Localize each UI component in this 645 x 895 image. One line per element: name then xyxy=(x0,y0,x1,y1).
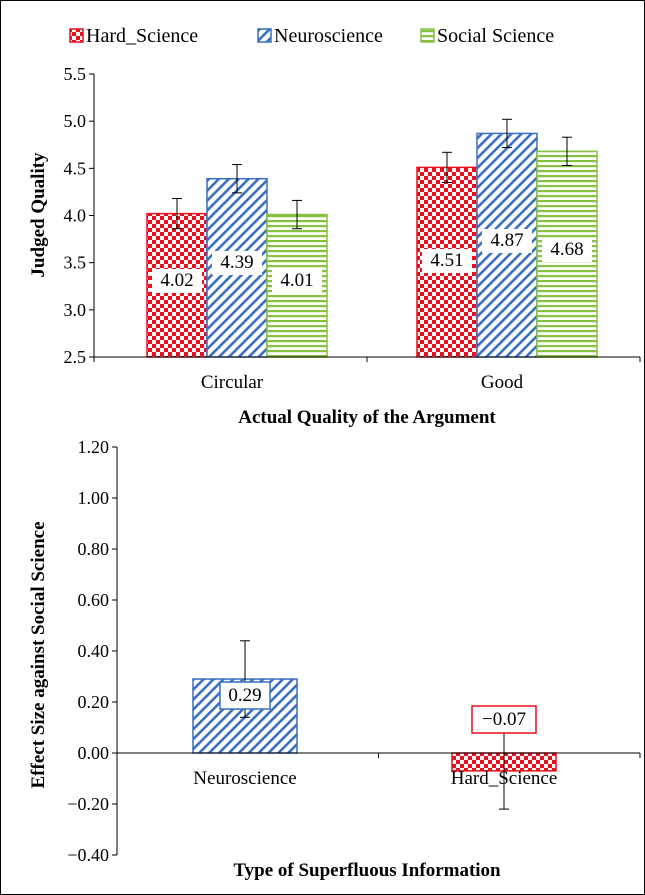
chart2-y-axis-title: Effect Size against Social Science xyxy=(28,521,49,788)
chart1-error-bar-neuroscience-circular xyxy=(232,164,242,194)
chart1-category-label-circular: Circular xyxy=(201,372,264,393)
svg-text:4.87: 4.87 xyxy=(490,230,523,251)
chart1-x-axis-title: Actual Quality of the Argument xyxy=(238,407,496,428)
chart1-y-tick-label: 5.0 xyxy=(64,111,87,131)
chart1-y-tick-label: 4.0 xyxy=(64,206,87,226)
chart2-data-label-hard-science: −0.07 xyxy=(471,705,537,734)
legend-label-hard-science: Hard_Science xyxy=(86,25,198,47)
chart1-error-bar-neuroscience-good xyxy=(502,118,512,149)
svg-text:4.01: 4.01 xyxy=(280,270,313,291)
chart1-error-bar-hard-science-good xyxy=(442,151,452,183)
chart2-data-label-neuroscience: 0.29 xyxy=(219,681,271,710)
chart2-data-labels: 0.29 −0.07 xyxy=(219,681,537,734)
svg-text:4.02: 4.02 xyxy=(160,270,193,291)
chart1-y-ticks: 2.5 3.0 3.5 4.0 4.5 5.0 5.5 xyxy=(64,64,641,367)
chart2-x-axis-title: Type of Superfluous Information xyxy=(233,860,501,881)
chart2-y-tick-label: 0.20 xyxy=(78,692,110,712)
chart2-y-tick-label: 1.00 xyxy=(78,488,110,508)
chart1-data-label-neuroscience-good: 4.87 xyxy=(482,229,532,253)
legend-label-social-science: Social Science xyxy=(437,25,554,47)
chart1-data-label-social-science-good: 4.68 xyxy=(542,238,592,262)
legend: Hard_Science Neuroscience Social Science xyxy=(69,25,554,47)
svg-text:4.68: 4.68 xyxy=(550,239,583,260)
chart1-y-tick-label: 3.0 xyxy=(64,300,87,320)
legend-swatch-social-science xyxy=(420,28,435,43)
legend-swatch-neuroscience xyxy=(257,28,272,43)
chart2-y-tick-label: 0.80 xyxy=(78,539,110,559)
chart1-y-tick-label: 2.5 xyxy=(64,347,87,367)
chart1-category-label-good: Good xyxy=(481,372,524,393)
chart2-y-tick-label: −0.40 xyxy=(67,845,109,865)
chart1-data-label-neuroscience-circular: 4.39 xyxy=(212,251,262,275)
chart1-y-axis-title: Judged Quality xyxy=(28,152,49,278)
chart2-category-labels: Neuroscience Hard_Science xyxy=(193,768,557,789)
chart2-y-tick-label: 1.20 xyxy=(78,437,110,457)
svg-text:4.39: 4.39 xyxy=(220,252,253,273)
chart2-category-label-hard-science: Hard_Science xyxy=(451,768,558,789)
chart1-data-label-hard-science-circular: 4.02 xyxy=(152,269,202,293)
chart1-error-bar-hard-science-circular xyxy=(172,198,182,230)
svg-text:0.29: 0.29 xyxy=(228,685,261,706)
svg-text:4.51: 4.51 xyxy=(430,250,463,271)
legend-label-neuroscience: Neuroscience xyxy=(274,25,383,47)
chart2-y-ticks: −0.40 −0.20 0.00 0.20 0.40 0.60 0.80 1.00 1.20 xyxy=(67,437,641,865)
legend-entry-neuroscience: Neuroscience xyxy=(257,25,383,47)
chart2-y-tick-label: 0.40 xyxy=(78,641,110,661)
chart1-error-bar-social-science-good xyxy=(562,136,572,167)
chart2-y-tick-label: −0.20 xyxy=(67,794,109,814)
chart1-data-label-hard-science-good: 4.51 xyxy=(422,249,472,273)
chart2-y-tick-label: 0.60 xyxy=(78,590,110,610)
svg-text:−0.07: −0.07 xyxy=(482,709,526,730)
chart1-y-tick-label: 4.5 xyxy=(64,158,87,178)
chart1-category-labels: Circular Good xyxy=(201,372,524,393)
chart1-y-tick-label: 5.5 xyxy=(64,64,87,84)
chart1-error-bar-social-science-circular xyxy=(292,199,302,230)
legend-entry-social-science: Social Science xyxy=(420,25,554,47)
legend-swatch-hard-science xyxy=(69,28,84,43)
legend-entry-hard-science: Hard_Science xyxy=(69,25,198,47)
chart1-y-tick-label: 3.5 xyxy=(64,253,87,273)
chart1-error-bars xyxy=(172,118,572,230)
chart1-data-label-social-science-circular: 4.01 xyxy=(272,269,322,293)
chart2-category-label-neuroscience: Neuroscience xyxy=(193,768,296,789)
chart2-y-tick-label: 0.00 xyxy=(78,743,110,763)
chart1-data-labels: 4.02 4.39 4.01 4.51 4.87 4.68 xyxy=(152,229,592,293)
